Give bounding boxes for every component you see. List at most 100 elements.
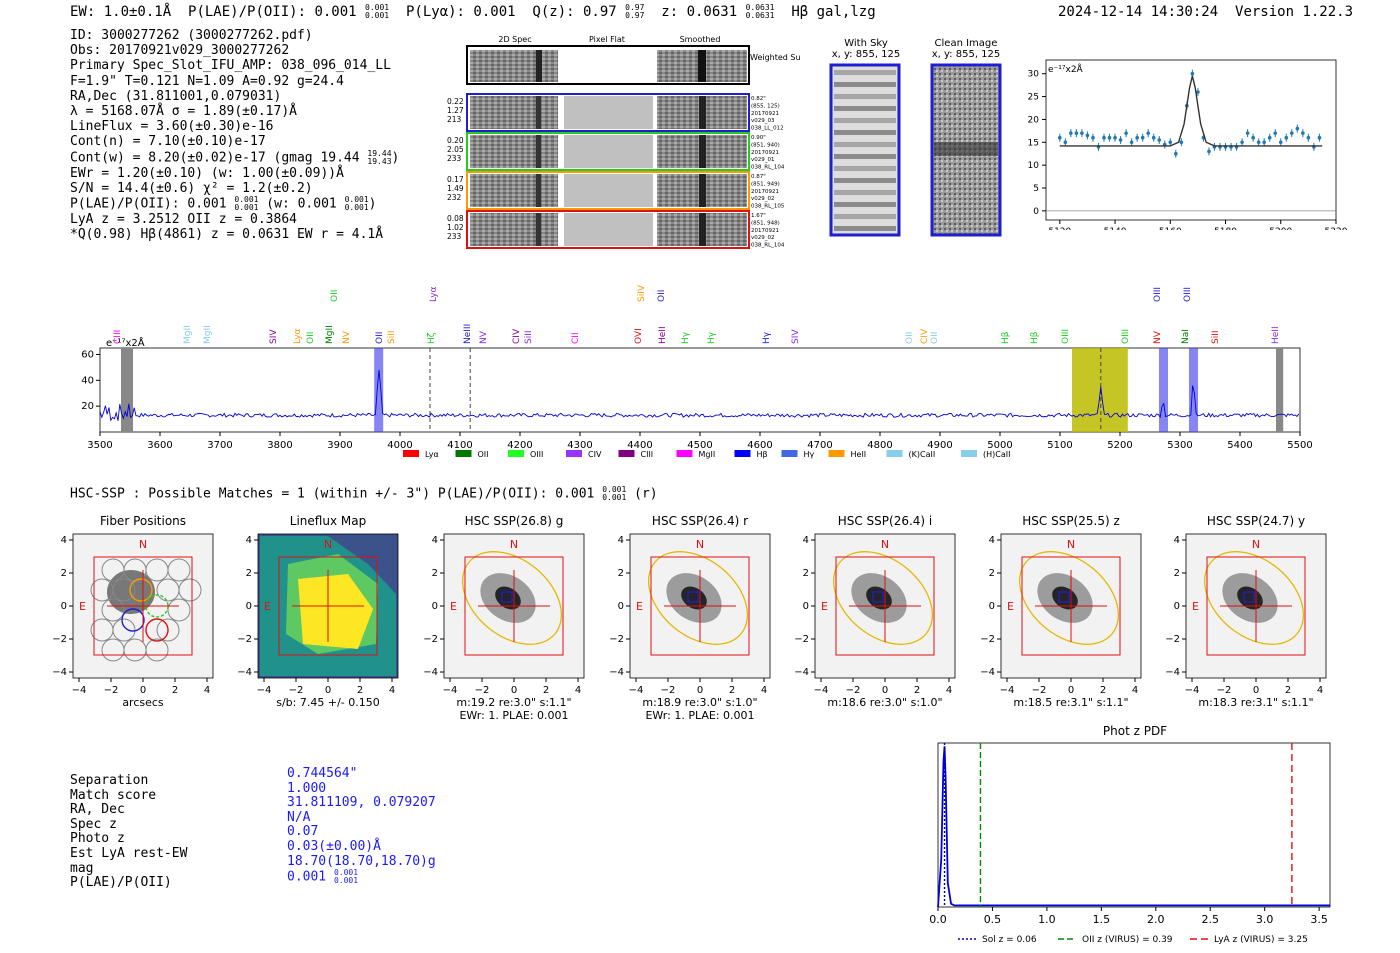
panel-ytick-label: 0 [803,601,809,612]
cutout-2d [470,213,558,246]
hsc-panel-title: HSC SSP(26.4) r [651,514,749,528]
hsc-panel-sub2: EWr: 1. PLAE: 0.001 [645,709,755,722]
fiber-circle [145,638,169,662]
legend-label: MgII [699,450,716,459]
sky-stripe [834,154,896,159]
fit-point [1284,135,1289,140]
aperture-box [1206,556,1306,656]
spec-band [1159,348,1168,432]
panel-xtick-label: −4 [443,685,458,696]
panel-xtick-label: 2 [357,685,363,696]
fit-point [1290,131,1294,135]
plae-end: ) [368,196,377,212]
photz-xtick-label: 1.5 [1093,913,1111,926]
hsc-end: (r) [634,486,658,502]
panel-ytick-label: 2 [61,568,67,579]
fit-point [1146,131,1150,135]
hsc-panel-sub1: m:18.3 re:3.1" s:1.1" [1198,696,1314,709]
fit-ytick-label: 10 [1028,161,1040,171]
hsc-summary: HSC-SSP : Possible Matches = 1 (within +… [70,486,658,502]
fit-point [1245,131,1250,135]
legend-label: Lyα [425,450,439,459]
fit-point [1256,140,1261,145]
hsc-line-text: HSC-SSP : Possible Matches = 1 (within +… [70,486,595,502]
spec-xtick-label: 3700 [207,440,232,451]
cutout-num: 1.27 [447,106,464,115]
hsc-panel: N E −4 −4 −2 −2 0 0 2 2 4 4 [52,533,214,696]
fit-point [1317,135,1322,140]
spec-xtick-label: 3900 [327,440,352,451]
fit-xtick-label: 5120 [1048,227,1071,230]
north-label: N [139,538,147,551]
spec-line-label: OIII [1061,329,1071,344]
fiber-highlight [121,608,145,632]
spec-band [1072,348,1128,432]
sky-stripe [834,190,896,195]
panel-xtick-label: 2 [914,685,920,696]
fit-point [1107,135,1112,140]
legend-label: OIII [530,450,543,459]
hsc-panel: N E −4 −4 −2 −2 0 0 2 2 4 4 [609,533,771,696]
contw-end: ) [391,150,400,166]
fit-point [1190,71,1195,76]
aperture-ellipse [1203,551,1305,645]
cutout-line [699,174,706,207]
contw-sup: 19.44 [367,148,392,158]
panel-ytick-label: −2 [794,634,809,645]
spec-xtick-label: 4500 [687,440,712,451]
panel-xtick-label: 0 [697,685,703,696]
sky-stripe [834,202,896,207]
fit-point [1301,131,1305,135]
fit-point [1091,135,1095,140]
spec-line-label: Hβ [1001,331,1011,344]
match-plae-sup: 0.001 [333,868,359,878]
spec-line-label: SiII [387,330,397,344]
cutout-meta: v029_01 [751,157,775,163]
cutout-meta: 1.67" [751,213,766,219]
hsc-panel-title: Fiber Positions [99,514,187,528]
spec-xtick-label: 4300 [567,440,592,451]
cutout-num: 213 [447,115,462,124]
spec-xtick-label: 4800 [867,440,892,451]
photz-legend-label: OII z (VIRUS) = 0.39 [1082,935,1173,945]
col-smooth-label: Smoothed [680,35,721,44]
photz-xtick-label: 0.5 [984,913,1002,926]
legend-swatch [781,450,798,457]
east-label: E [636,600,643,613]
fit-point [1174,151,1178,156]
legend-label: (H)CaII [983,450,1010,459]
spec-line-label: CIV [920,328,930,344]
legend-swatch [455,450,472,457]
fiber-highlight [129,578,153,602]
photz-xtick-label: 3.0 [1256,913,1274,926]
cutout-line [536,174,541,207]
panel-xtick-label: −2 [1032,685,1047,696]
spec-band [374,348,384,432]
fiber-circle [112,578,136,602]
aperture-box [93,556,193,656]
cutout-num: 0.08 [447,214,464,223]
legend-label: CIII [641,450,654,459]
match-value: 0.03(±0.00)Å [287,838,381,854]
east-label: E [1007,600,1014,613]
spec-line-label: NV [479,330,489,344]
spec-xtick-label: 5200 [1107,440,1132,451]
panel-ytick-label: 0 [61,601,67,612]
contw-sub: 19.43 [367,156,392,166]
cutout-meta: 038_RL_104 [751,243,785,249]
aperture-box [835,556,935,656]
z-text: z: 0.0631 [661,4,738,20]
hsc-panel: N E −4 −4 −2 −2 0 0 2 2 4 4 [237,533,399,696]
panel-ytick-label: −2 [980,634,995,645]
spec-line-label: NV [1153,330,1163,344]
cutout-meta: (851, 949) [751,181,780,187]
fit-xtick-label: 5220 [1325,227,1348,230]
cutout-line [536,96,541,129]
fit-point [1063,140,1068,145]
spec-xtick-label: 4900 [927,440,952,451]
spec-xtick-label: 3600 [147,440,172,451]
info-contw: Cont(w) = 8.20(±0.02)e-17 (gmag 19.44 [70,150,360,166]
fit-point [1179,140,1184,145]
spec-line-label: MgII [203,325,213,344]
